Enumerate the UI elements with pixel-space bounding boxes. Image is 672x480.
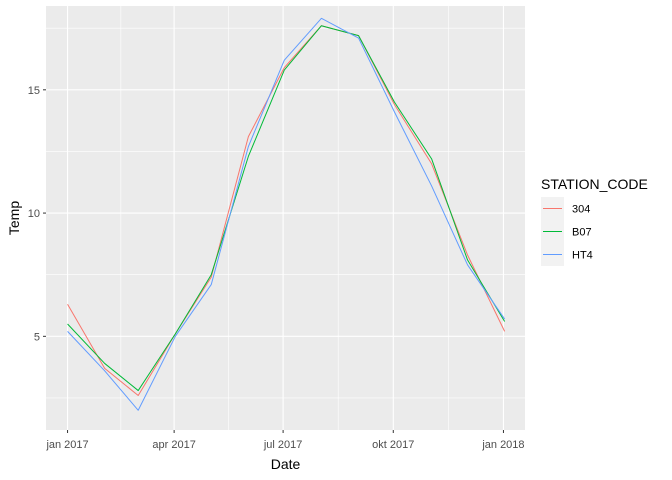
legend-title: STATION_CODE: [541, 176, 648, 192]
x-axis: jan 2017 apr 2017 jul 2017 okt 2017 jan 2018: [45, 430, 525, 451]
y-tick-label: 10: [28, 208, 40, 220]
plot-panel: [46, 6, 525, 430]
series-lines: [67, 17, 506, 411]
legend: STATION_CODE 304 B07 HT4: [541, 176, 648, 266]
legend-label-ht4: HT4: [572, 250, 593, 262]
y-axis-title: Temp: [6, 201, 22, 235]
y-tick-label: 15: [28, 85, 40, 97]
x-axis-title: Date: [271, 456, 301, 472]
legend-items: 304 B07 HT4: [541, 197, 593, 266]
y-axis: 5 10 15: [28, 85, 46, 343]
legend-label-b07: B07: [572, 227, 592, 239]
series-line-b07: [67, 25, 506, 392]
series-line-ht4: [67, 17, 506, 411]
y-tick-label: 5: [34, 331, 40, 343]
x-tick-label: jan 2017: [45, 439, 88, 451]
x-tick-label: apr 2017: [152, 439, 195, 451]
major-gridlines: [46, 6, 525, 430]
legend-label-304: 304: [572, 204, 590, 216]
x-tick-label: okt 2017: [372, 439, 414, 451]
x-tick-label: jan 2018: [481, 439, 524, 451]
x-tick-label: jul 2017: [263, 439, 303, 451]
series-line-304: [67, 25, 506, 396]
